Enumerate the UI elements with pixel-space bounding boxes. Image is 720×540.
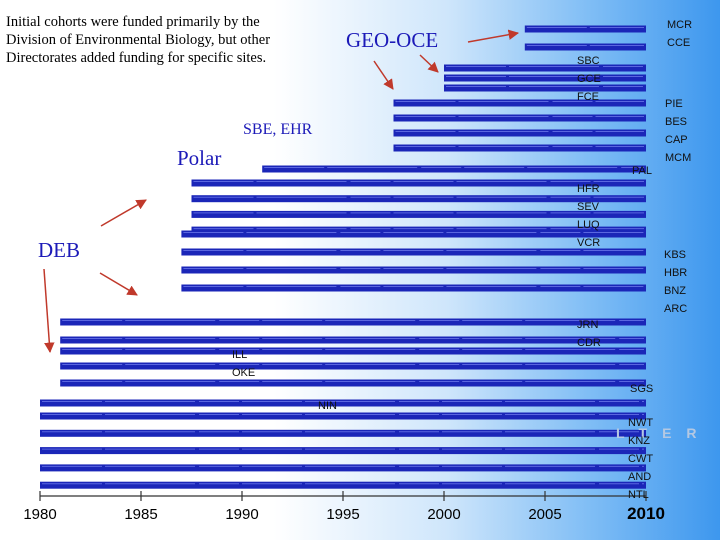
site-label-cwt: CWT	[628, 453, 654, 465]
site-label-knz: KNZ	[628, 435, 650, 447]
intro-text: Initial cohorts were funded primarily by…	[6, 14, 271, 66]
x-tick-label: 1980	[23, 506, 57, 523]
site-label-group: SGS	[630, 380, 653, 398]
site-label-group: NIN	[318, 397, 337, 415]
site-bar-cdr	[60, 336, 646, 344]
site-label-hfr: HFR	[577, 183, 600, 195]
site-bar-bes	[393, 114, 646, 122]
site-label-bnz: BNZ	[664, 285, 686, 297]
arrow-deb	[99, 272, 138, 296]
site-label-hbr: HBR	[664, 267, 688, 279]
site-label-luq: LUQ	[577, 219, 600, 231]
arrow-deb	[100, 199, 147, 227]
site-label-pie: PIE	[665, 98, 683, 110]
site-label-cap: CAP	[665, 134, 688, 146]
group-label-polar: Polar	[177, 146, 222, 170]
x-tick-label: 1985	[124, 506, 158, 523]
site-bar-nin	[40, 399, 646, 407]
site-bar-vcr	[191, 226, 646, 234]
site-label-nin: NIN	[318, 400, 337, 412]
site-bar-gce	[444, 74, 646, 82]
site-bar-fce	[444, 84, 646, 92]
site-label-oke: OKE	[232, 367, 256, 379]
site-label-group: ILL OKE	[232, 346, 255, 382]
site-bar-cwt	[40, 447, 646, 455]
arrow-geo-oce	[419, 54, 439, 73]
site-label-mcm: MCM	[665, 152, 692, 164]
site-bar-knz	[40, 429, 646, 437]
site-label-cdr: CDR	[577, 337, 601, 349]
site-label-arc: ARC	[664, 303, 688, 315]
site-label-fce: FCE	[577, 91, 599, 103]
site-label-mcr: MCR	[667, 19, 693, 31]
site-label-group: KBS HBR BNZ ARC	[664, 246, 687, 318]
x-tick-label: 2010	[627, 504, 665, 523]
site-bar-sgs	[60, 379, 646, 387]
group-label-deb: DEB	[38, 238, 80, 262]
arrow-group	[43, 29, 520, 354]
site-label-sbc: SBC	[577, 55, 600, 67]
site-label-jrn: JRN	[577, 319, 599, 331]
site-label-sgs: SGS	[630, 383, 654, 395]
site-bar-sbc	[444, 64, 646, 72]
x-tick-label: 1990	[225, 506, 259, 523]
site-bar-pal	[262, 165, 646, 173]
site-label-group: PIE BES CAP MCM	[665, 95, 691, 167]
x-tick-label: 1995	[326, 506, 360, 523]
site-bar-cap	[393, 129, 646, 137]
site-bar-ill	[60, 347, 646, 355]
site-bar-mcm	[393, 144, 646, 152]
lter-logo-text: LTER	[616, 425, 712, 441]
x-tick-label: 2000	[427, 506, 461, 523]
site-label-group: MCR CCE	[667, 16, 692, 52]
site-label-sev: SEV	[577, 201, 600, 213]
x-tick-label: 2005	[528, 506, 562, 523]
arrow-deb	[43, 268, 55, 354]
arrow-geo-oce	[467, 29, 520, 43]
site-bar-luq	[191, 210, 646, 218]
site-label-group: HFR SEV LUQ VCR	[577, 180, 600, 252]
site-label-and: AND	[628, 471, 652, 483]
site-label-group: PAL	[632, 162, 652, 180]
site-bar-bnz	[181, 266, 646, 274]
site-label-ill: ILL	[232, 349, 248, 361]
site-label-group: SBC GCE FCE	[577, 52, 601, 106]
site-bar-nwt	[40, 412, 646, 420]
site-bar-pie	[393, 99, 646, 107]
site-label-vcr: VCR	[577, 237, 601, 249]
site-label-ntl: NTL	[628, 489, 649, 501]
group-label-sbe-ehr: SBE, EHR	[243, 121, 313, 138]
site-bar-hfr	[191, 179, 646, 187]
site-bar-jrn	[60, 318, 646, 326]
site-label-bes: BES	[665, 116, 688, 128]
site-label-group: JRN CDR	[577, 316, 601, 352]
site-bar-and	[40, 464, 646, 472]
site-label-group: NWT KNZ CWT AND NTL	[628, 414, 653, 504]
site-bar-cce	[524, 43, 646, 51]
bar-group	[40, 25, 646, 489]
site-label-cce: CCE	[667, 37, 691, 49]
site-label-nwt: NWT	[628, 417, 654, 429]
site-bar-ntl	[40, 481, 646, 489]
site-bar-sev	[191, 195, 646, 203]
site-bar-mcr	[524, 25, 646, 33]
site-bar-kbs	[181, 230, 646, 238]
site-bar-oke	[60, 362, 646, 370]
arrow-geo-oce	[373, 60, 394, 90]
site-label-gce: GCE	[577, 73, 601, 85]
site-bar-hbr	[181, 248, 646, 256]
site-label-pal: PAL	[632, 165, 652, 177]
group-label-geo-oce: GEO-OCE	[346, 28, 439, 52]
site-label-kbs: KBS	[664, 249, 687, 261]
site-bar-arc	[181, 284, 646, 292]
x-axis	[39, 491, 647, 501]
